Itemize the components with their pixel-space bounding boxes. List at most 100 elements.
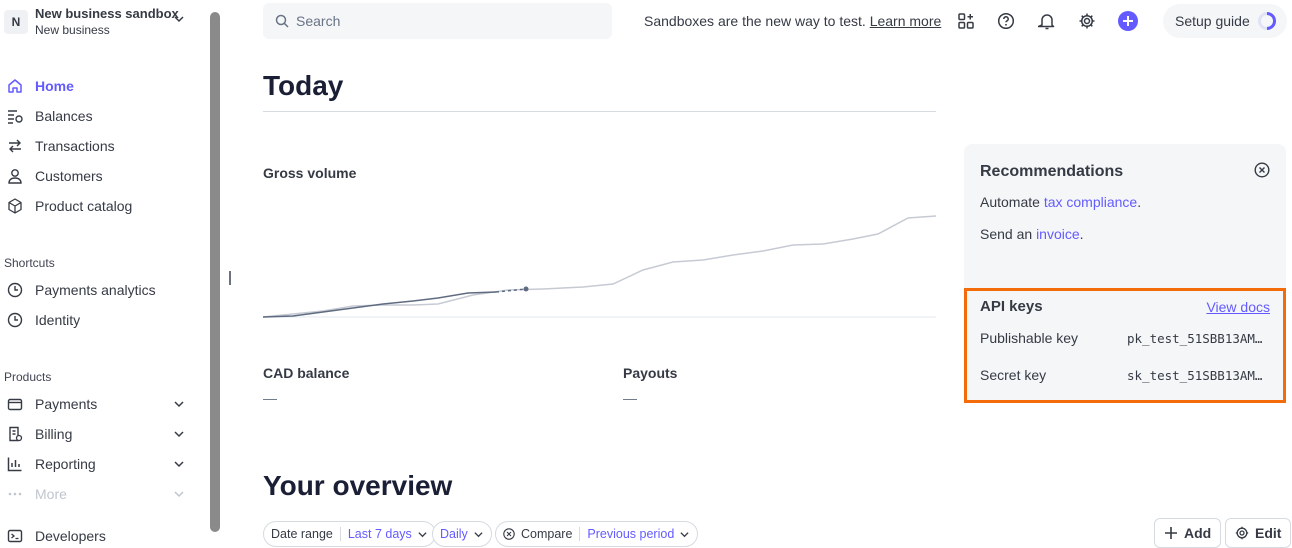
api-keys-title: API keys	[980, 298, 1043, 315]
chevron-down-icon	[174, 431, 184, 438]
account-text: New business sandbox New business	[35, 6, 179, 38]
sidebar-item-billing[interactable]: Billing	[6, 422, 196, 446]
create-button[interactable]	[1118, 11, 1138, 31]
learn-more-link[interactable]: Learn more	[869, 13, 942, 29]
gross-volume-label: Gross volume	[263, 165, 357, 181]
payouts-label: Payouts	[623, 365, 678, 381]
compare-value: Previous period	[587, 527, 675, 541]
close-icon[interactable]	[1254, 162, 1270, 178]
sidebar-scrollbar[interactable]	[210, 12, 220, 532]
progress-ring-icon	[1258, 12, 1276, 30]
setup-guide-button[interactable]: Setup guide	[1163, 4, 1287, 38]
date-range-filter[interactable]: Date range Last 7 days	[263, 521, 436, 547]
add-label: Add	[1184, 525, 1212, 541]
sidebar-item-label: Customers	[35, 168, 103, 184]
sidebar-item-customers[interactable]: Customers	[6, 164, 196, 188]
recommendation-tax: Automate tax compliance.	[980, 194, 1141, 210]
notifications-button[interactable]	[1037, 11, 1057, 31]
help-button[interactable]	[996, 11, 1016, 31]
settings-button[interactable]	[1077, 11, 1097, 31]
sidebar-item-balances[interactable]: Balances	[6, 104, 196, 128]
account-avatar: N	[4, 10, 28, 34]
chart-current-point	[523, 286, 529, 292]
sidebar-item-label: Payments analytics	[35, 282, 156, 298]
recommendation-invoice: Send an invoice.	[980, 226, 1084, 242]
add-button[interactable]: Add	[1154, 518, 1222, 548]
date-range-label: Date range	[271, 527, 333, 541]
sidebar-item-more[interactable]: More	[6, 482, 196, 506]
sidebar-item-developers[interactable]: Developers	[6, 524, 196, 548]
wallet-icon	[6, 395, 24, 413]
sidebar-item-payments-analytics[interactable]: Payments analytics	[6, 278, 196, 302]
date-range-value: Last 7 days	[347, 527, 412, 541]
view-docs-link[interactable]: View docs	[1206, 299, 1270, 315]
resize-handle[interactable]	[229, 271, 231, 285]
sidebar-item-identity[interactable]: Identity	[6, 308, 196, 332]
compare-filter[interactable]: Compare Previous period	[495, 521, 699, 547]
help-icon	[997, 12, 1015, 30]
clock-icon	[6, 311, 24, 329]
sidebar-item-home[interactable]: Home	[6, 74, 196, 98]
sidebar-item-label: Reporting	[35, 456, 96, 472]
product-catalog-icon	[6, 197, 24, 215]
search-icon	[275, 14, 289, 28]
overview-title: Your overview	[263, 470, 453, 501]
cad-balance-value: —	[263, 390, 277, 406]
compare-label: Compare	[521, 527, 573, 541]
recommendation-punct: .	[1079, 226, 1084, 242]
recommendations-panel: Recommendations Automate tax compliance.…	[964, 144, 1286, 288]
filter-separator	[339, 527, 341, 541]
interval-filter[interactable]: Daily	[432, 521, 492, 547]
chevron-down-icon	[174, 16, 184, 23]
apps-button[interactable]	[956, 11, 976, 31]
page-title: Today	[263, 70, 344, 101]
plus-icon	[1165, 527, 1177, 539]
setup-guide-label: Setup guide	[1175, 13, 1250, 29]
sidebar: N New business sandbox New business Home…	[0, 0, 208, 548]
recommendation-text: Send an	[980, 226, 1037, 242]
secret-key-value[interactable]: sk_test_51SBB13AM…	[1127, 368, 1263, 383]
cad-balance-label: CAD balance	[263, 365, 350, 381]
recommendations-title: Recommendations	[980, 163, 1124, 180]
sidebar-item-payments[interactable]: Payments	[6, 392, 196, 416]
balances-icon	[6, 107, 24, 125]
filter-separator	[579, 527, 581, 541]
chevron-down-icon	[474, 531, 483, 537]
sidebar-item-reporting[interactable]: Reporting	[6, 452, 196, 476]
sidebar-item-label: Home	[35, 78, 74, 94]
publishable-key-value[interactable]: pk_test_51SBB13AM…	[1127, 331, 1263, 346]
account-switcher[interactable]: N New business sandbox New business	[4, 6, 200, 38]
home-icon	[6, 77, 24, 95]
gross-volume-chart[interactable]	[263, 200, 936, 320]
chevron-down-icon	[174, 491, 184, 498]
interval-value: Daily	[440, 527, 468, 541]
products-heading: Products	[4, 370, 52, 384]
api-keys-panel: API keys View docs Publishable key pk_te…	[964, 288, 1286, 403]
chevron-down-icon	[174, 401, 184, 408]
shortcuts-heading: Shortcuts	[4, 256, 55, 270]
search-input[interactable]	[296, 13, 596, 29]
sidebar-item-transactions[interactable]: Transactions	[6, 134, 196, 158]
chevron-down-icon	[418, 531, 427, 537]
search-box[interactable]	[263, 3, 612, 39]
sandbox-note-text: Sandboxes are the new way to test.	[644, 13, 866, 29]
edit-label: Edit	[1255, 525, 1282, 541]
bell-icon	[1038, 14, 1055, 30]
gear-icon	[1235, 526, 1249, 540]
sidebar-item-label: Identity	[35, 312, 81, 328]
sidebar-item-label: Transactions	[35, 138, 115, 154]
more-icon	[6, 485, 24, 503]
terminal-icon	[6, 527, 24, 545]
account-subtitle: New business	[35, 23, 110, 37]
sidebar-item-product-catalog[interactable]: Product catalog	[6, 194, 196, 218]
chevron-down-icon	[680, 531, 689, 537]
edit-button[interactable]: Edit	[1225, 518, 1292, 548]
current-period-line	[263, 291, 497, 318]
transactions-icon	[6, 137, 24, 155]
account-name: New business sandbox	[35, 6, 179, 21]
publishable-key-label: Publishable key	[980, 330, 1079, 346]
invoice-link[interactable]: invoice	[1036, 226, 1080, 242]
tax-compliance-link[interactable]: tax compliance	[1043, 194, 1138, 210]
secret-key-label: Secret key	[980, 367, 1047, 383]
remove-filter-icon[interactable]	[503, 528, 515, 540]
